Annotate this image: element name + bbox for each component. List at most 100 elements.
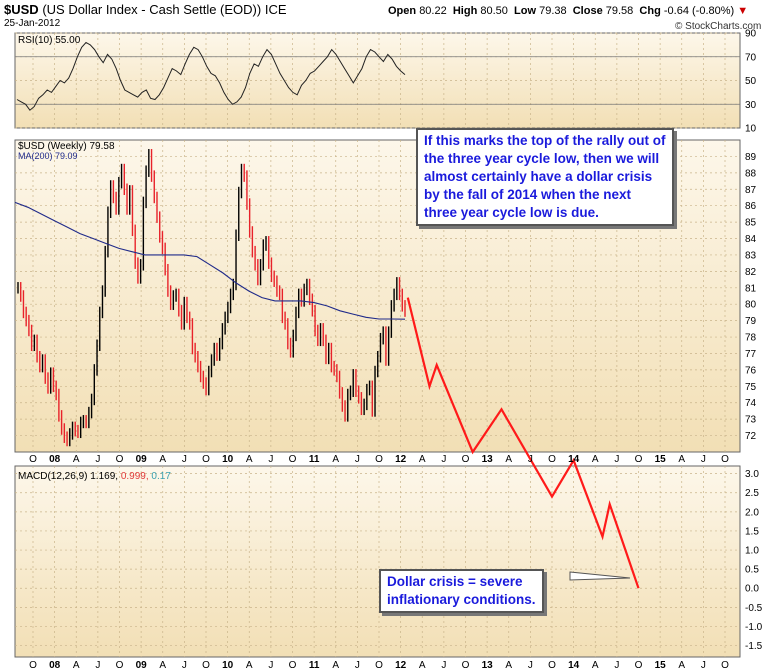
macd-signal-value: 0.999, <box>121 471 152 482</box>
x-tick-label: A <box>505 454 512 465</box>
low-label: Low <box>514 5 537 17</box>
ma-title: MA(200) 79.09 <box>18 151 78 161</box>
x-tick-label: 10 <box>222 660 234 671</box>
watermark: © StockCharts.com <box>675 21 762 32</box>
x-tick-label: 15 <box>655 660 667 671</box>
macd-panel: MACD(12,26,9) 1.169, 0.999, 0.17 <box>18 471 171 482</box>
x-tick-label: J <box>441 454 446 465</box>
y-tick-label: 75 <box>745 382 757 393</box>
x-tick-label: A <box>159 660 166 671</box>
y-tick-label: 74 <box>745 398 757 409</box>
main-callout: If this marks the top of the rally out o… <box>416 128 674 226</box>
x-tick-label: 12 <box>395 660 407 671</box>
high-label: High <box>452 5 478 17</box>
symbol-name: (US Dollar Index - Cash Settle (EOD)) <box>42 2 262 17</box>
y-tick-label: 2.0 <box>745 507 759 518</box>
x-tick-label: A <box>73 660 80 671</box>
x-tick-label: 14 <box>568 454 580 465</box>
x-tick-label: 15 <box>655 454 667 465</box>
y-tick-label: 77 <box>745 349 757 360</box>
x-tick-label: A <box>73 454 80 465</box>
y-tick-label: 90 <box>745 29 757 40</box>
y-tick-label: 84 <box>745 234 757 245</box>
chart-header: $USD (US Dollar Index - Cash Settle (EOD… <box>4 2 287 17</box>
callout-line: by the fall of 2014 when the next <box>424 187 632 202</box>
x-tick-label: O <box>202 454 210 465</box>
x-tick-label: O <box>462 660 470 671</box>
chg-value: -0.64 (-0.80%) <box>663 5 735 17</box>
chg-label: Chg <box>639 5 661 17</box>
x-tick-label: O <box>721 454 729 465</box>
y-tick-label: -1.5 <box>745 641 763 652</box>
x-tick-label: 13 <box>482 454 494 465</box>
x-tick-label: O <box>462 454 470 465</box>
x-tick-label: A <box>246 660 253 671</box>
callout-line: Dollar crisis = severe <box>387 574 523 589</box>
x-tick-label: 08 <box>49 454 61 465</box>
projection-zigzag <box>406 297 640 589</box>
symbol: $USD <box>4 2 39 17</box>
x-tick-label: J <box>268 660 273 671</box>
y-tick-label: 30 <box>745 100 757 111</box>
x-tick-label: O <box>202 660 210 671</box>
y-tick-label: 79 <box>745 316 757 327</box>
chart-date: 25-Jan-2012 <box>4 18 61 29</box>
callout-line: the three year cycle low, then we will <box>424 151 660 166</box>
x-tick-label: A <box>332 660 339 671</box>
x-tick-label: A <box>419 660 426 671</box>
y-tick-label: 83 <box>745 250 757 261</box>
x-tick-label: J <box>441 660 446 671</box>
rsi-line <box>16 41 406 111</box>
down-arrow-icon: ▼ <box>737 5 749 17</box>
x-tick-label: 13 <box>482 660 494 671</box>
x-tick-label: J <box>182 660 187 671</box>
x-tick-label: O <box>548 454 556 465</box>
low-value: 79.38 <box>539 5 567 17</box>
chart-panels <box>14 32 741 658</box>
open-value: 80.22 <box>419 5 447 17</box>
x-tick-label: J <box>95 660 100 671</box>
x-tick-label: 11 <box>309 660 320 671</box>
rsi-panel: RSI(10) 55.00 <box>15 35 740 111</box>
y-tick-label: 89 <box>745 152 757 163</box>
x-tick-label: A <box>592 454 599 465</box>
ma200-line <box>14 201 406 320</box>
x-tick-label: A <box>419 454 426 465</box>
x-tick-label: O <box>375 454 383 465</box>
macd-title: MACD(12,26,9) 1.169, 0.999, 0.17 <box>18 471 171 482</box>
x-tick-label: 09 <box>136 454 148 465</box>
x-tick-label: A <box>246 454 253 465</box>
y-tick-label: 85 <box>745 218 757 229</box>
rsi-title: RSI(10) 55.00 <box>18 35 81 46</box>
y-tick-label: -0.5 <box>745 603 763 614</box>
callout-pointer <box>569 571 631 581</box>
x-tick-label: 10 <box>222 454 234 465</box>
y-tick-label: 86 <box>745 201 757 212</box>
x-tick-label: J <box>701 454 706 465</box>
x-tick-label: O <box>635 454 643 465</box>
y-tick-label: 1.5 <box>745 526 759 537</box>
close-value: 79.58 <box>605 5 634 17</box>
x-tick-label: 12 <box>395 454 407 465</box>
x-tick-label: J <box>614 454 619 465</box>
y-tick-label: 70 <box>745 52 757 63</box>
grid-lines <box>15 32 740 657</box>
y-tick-label: 78 <box>745 333 757 344</box>
x-tick-label: 09 <box>136 660 148 671</box>
y-tick-label: 10 <box>745 124 757 135</box>
x-tick-label: O <box>375 660 383 671</box>
callout-line: If this marks the top of the rally out o… <box>424 133 666 148</box>
x-tick-label: J <box>355 660 360 671</box>
open-label: Open <box>388 5 417 17</box>
y-tick-label: 2.5 <box>745 488 759 499</box>
y-tick-label: 1.0 <box>745 546 759 557</box>
macd-panel-background <box>14 465 741 658</box>
price-title: $USD (Weekly) 79.58 <box>18 141 115 152</box>
x-tick-label: J <box>355 454 360 465</box>
x-tick-label: A <box>332 454 339 465</box>
callout-line: almost certainly have a dollar crisis <box>424 169 653 184</box>
x-tick-label: O <box>116 660 124 671</box>
y-tick-label: 76 <box>745 365 757 376</box>
